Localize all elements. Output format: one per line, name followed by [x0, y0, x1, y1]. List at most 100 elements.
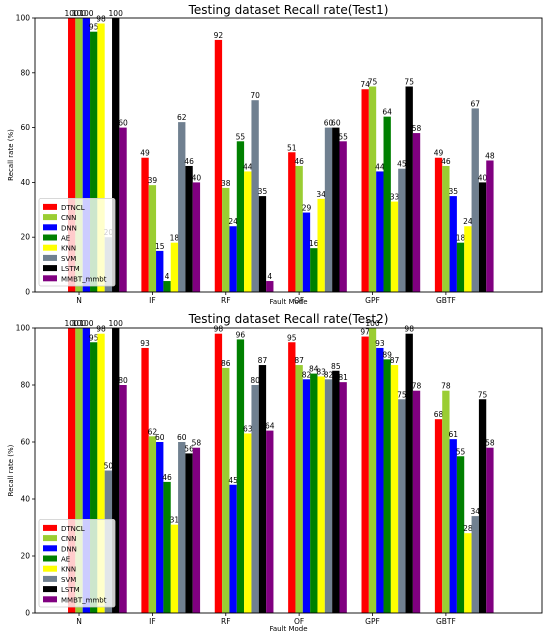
y-tick-label: 20: [20, 552, 30, 561]
bar-dtncl-of: [288, 342, 296, 613]
y-tick-label: 80: [20, 381, 30, 390]
legend-swatch: [43, 565, 57, 572]
bar-value-label: 100: [65, 9, 80, 18]
bar-cnn-if: [148, 185, 157, 292]
bar-dnn-rf: [229, 484, 237, 613]
legend-swatch: [43, 203, 57, 210]
bar-dtncl-gpf: [361, 336, 369, 613]
bar-dtncl-rf: [214, 333, 223, 613]
bar-dtncl-gbtf: [434, 157, 443, 292]
bar-ae-n: [90, 31, 98, 292]
bar-lstm-n: [112, 18, 120, 292]
bar-knn-rf: [244, 171, 252, 292]
bar-mmbt_mmbt-gbtf: [486, 447, 494, 613]
bar-value-label: 60: [331, 119, 341, 128]
bar-value-label: 78: [441, 382, 451, 391]
bar-value-label: 24: [228, 217, 238, 226]
bar-mmbt_mmbt-gpf: [412, 390, 421, 613]
bar-value-label: 95: [287, 333, 297, 342]
bar-value-label: 96: [236, 330, 246, 339]
bar-knn-n: [97, 333, 105, 613]
bar-value-label: 18: [170, 234, 180, 243]
bar-value-label: 45: [397, 160, 407, 169]
bar-cnn-n: [75, 18, 83, 292]
bar-value-label: 31: [170, 516, 180, 525]
bar-value-label: 85: [331, 362, 341, 371]
bar-ae-of: [310, 373, 318, 613]
bar-svm-rf: [251, 100, 259, 292]
bar-value-label: 60: [118, 119, 128, 128]
bar-value-label: 78: [412, 382, 422, 391]
bar-lstm-if: [185, 453, 193, 613]
bar-value-label: 39: [148, 176, 158, 185]
bar-lstm-rf: [258, 365, 267, 613]
x-tick-label: IF: [149, 617, 156, 626]
bar-cnn-of: [295, 165, 303, 292]
y-tick-label: 80: [20, 68, 30, 77]
bar-value-label: 49: [434, 149, 444, 158]
bar-value-label: 95: [89, 333, 99, 342]
bar-lstm-of: [332, 370, 340, 613]
bar-dnn-rf: [229, 226, 237, 292]
legend-label: KNN: [61, 566, 76, 574]
legend-swatch: [43, 535, 57, 542]
bar-value-label: 46: [162, 473, 172, 482]
bar-value-label: 84: [309, 365, 319, 374]
bar-value-label: 80: [118, 376, 128, 385]
bar-value-label: 56: [184, 444, 194, 453]
bar-dnn-n: [82, 18, 91, 292]
bar-value-label: 4: [165, 272, 170, 281]
y-tick-label: 40: [20, 495, 30, 504]
legend-label: MMBT_mmbt: [61, 596, 107, 604]
bar-ae-of: [310, 248, 318, 292]
bar-cnn-if: [148, 436, 157, 613]
bar-value-label: 89: [382, 350, 392, 359]
bar-ae-gpf: [383, 116, 391, 292]
bar-value-label: 24: [463, 217, 473, 226]
bar-value-label: 100: [109, 9, 124, 18]
bar-mmbt_mmbt-of: [339, 382, 347, 613]
bar-cnn-rf: [222, 187, 230, 292]
legend-swatch: [43, 555, 57, 562]
bar-ae-rf: [236, 141, 245, 292]
bar-value-label: 98: [96, 14, 106, 23]
bar-ae-gbtf: [456, 456, 465, 613]
bar-svm-gbtf: [471, 108, 479, 292]
bar-value-label: 38: [221, 179, 231, 188]
bar-svm-of: [324, 127, 333, 292]
bar-value-label: 68: [434, 410, 444, 419]
bar-svm-if: [178, 122, 186, 293]
bar-value-label: 15: [155, 242, 165, 251]
bar-svm-if: [178, 442, 186, 613]
bar-value-label: 87: [294, 356, 304, 365]
legend-swatch: [43, 596, 57, 603]
x-tick-label: OF: [294, 296, 304, 305]
bar-value-label: 18: [456, 234, 466, 243]
bar-svm-gpf: [398, 399, 406, 613]
legend-label: MMBT_mmbt: [61, 275, 107, 283]
bar-value-label: 48: [485, 151, 495, 160]
bar-value-label: 87: [390, 356, 400, 365]
legend-swatch: [43, 275, 57, 282]
bar-svm-gbtf: [471, 516, 479, 613]
chart-title: Testing dataset Recall rate(Test2): [188, 312, 389, 326]
bar-value-label: 63: [243, 424, 253, 433]
legend-label: SVM: [61, 576, 76, 584]
bar-value-label: 35: [448, 187, 458, 196]
x-tick-label: RF: [221, 296, 231, 305]
bar-value-label: 55: [456, 447, 466, 456]
bar-lstm-gbtf: [478, 399, 487, 613]
bar-value-label: 60: [155, 433, 165, 442]
bar-dnn-of: [302, 212, 311, 292]
bar-knn-gbtf: [464, 533, 472, 613]
bar-value-label: 33: [390, 193, 400, 202]
x-tick-label: RF: [221, 617, 231, 626]
chart-1: Testing dataset Recall rate(Test1) 0 20 40 6…: [7, 3, 543, 306]
y-axis-label: Recall rate (%): [7, 129, 15, 181]
bar-value-label: 93: [140, 339, 150, 348]
bar-value-label: 87: [258, 356, 268, 365]
plot-frame: [34, 327, 543, 614]
x-tick-label: N: [76, 617, 82, 626]
bar-value-label: 97: [360, 328, 370, 337]
bar-lstm-n: [112, 328, 120, 613]
